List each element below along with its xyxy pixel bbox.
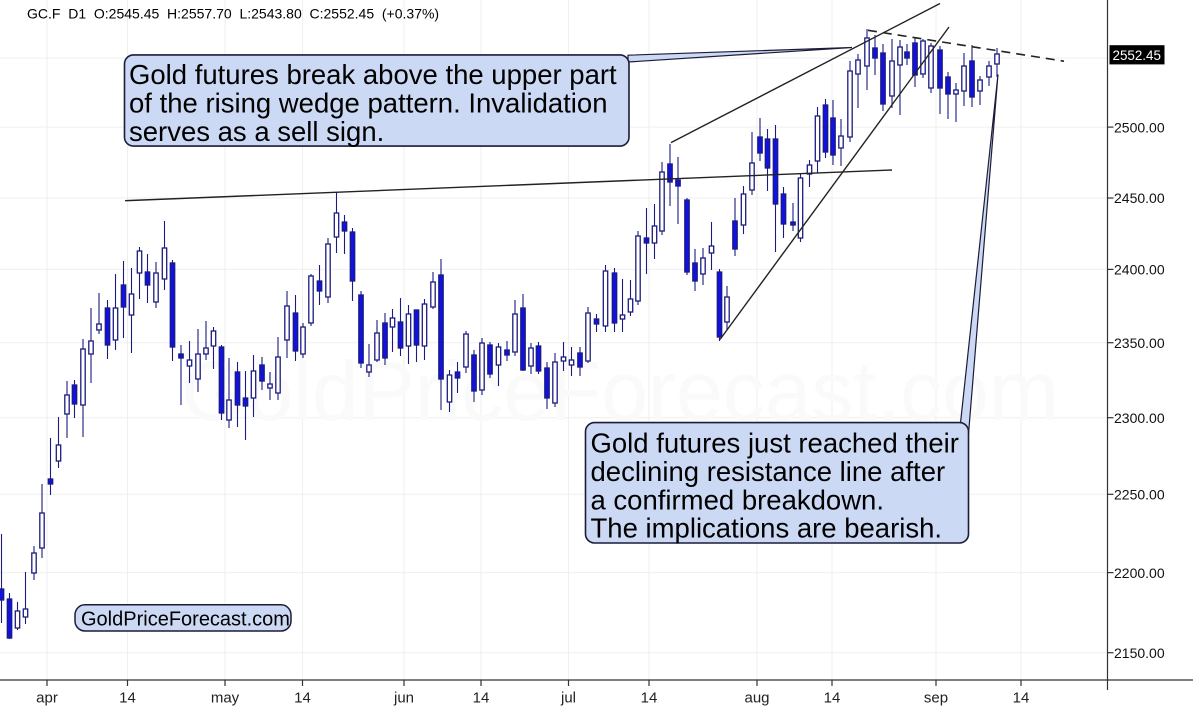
svg-text:14: 14 (473, 690, 490, 707)
svg-text:2300.00: 2300.00 (1114, 410, 1165, 426)
svg-text:GC.F D1 O:2545.45 H:2557.70: GC.F D1 O:2545.45 H:2557.70 L:2543.80 C:… (27, 6, 439, 22)
svg-text:jul: jul (560, 690, 576, 707)
svg-text:14: 14 (1013, 690, 1030, 707)
svg-text:2150.00: 2150.00 (1114, 645, 1165, 661)
svg-text:declining resistance line afte: declining resistance line after (591, 456, 946, 487)
svg-text:2450.00: 2450.00 (1114, 190, 1165, 206)
svg-text:serves as a sell sign.: serves as a sell sign. (129, 116, 384, 147)
svg-text:2200.00: 2200.00 (1114, 565, 1165, 581)
svg-text:14: 14 (119, 690, 136, 707)
svg-text:Gold futures break above the u: Gold futures break above the upper part (129, 59, 617, 90)
svg-text:The implications are bearish.: The implications are bearish. (591, 513, 943, 544)
svg-text:of the rising wedge pattern. I: of the rising wedge pattern. Invalidatio… (129, 88, 608, 119)
svg-text:a confirmed breakdown.: a confirmed breakdown. (591, 485, 885, 516)
svg-text:2350.00: 2350.00 (1114, 335, 1165, 351)
svg-text:2400.00: 2400.00 (1114, 262, 1165, 278)
svg-text:14: 14 (641, 690, 658, 707)
svg-text:jun: jun (393, 690, 414, 707)
svg-text:14: 14 (824, 690, 841, 707)
svg-text:2500.00: 2500.00 (1114, 119, 1165, 135)
svg-text:Gold futures just reached thei: Gold futures just reached their (591, 428, 959, 459)
svg-text:14: 14 (294, 690, 311, 707)
svg-text:apr: apr (36, 690, 58, 707)
svg-text:may: may (211, 690, 240, 707)
svg-text:sep: sep (924, 690, 948, 707)
svg-text:GoldPriceForecast.com: GoldPriceForecast.com (81, 609, 290, 631)
svg-text:2250.00: 2250.00 (1114, 487, 1165, 503)
svg-text:aug: aug (744, 690, 769, 707)
svg-text:2552.45: 2552.45 (1113, 48, 1161, 63)
